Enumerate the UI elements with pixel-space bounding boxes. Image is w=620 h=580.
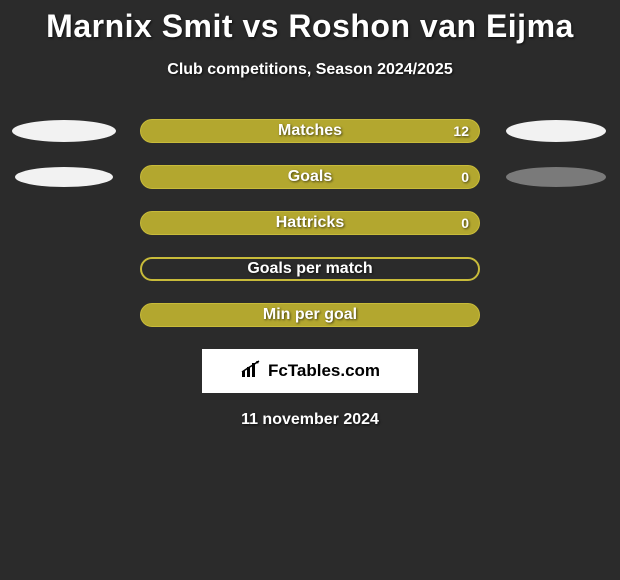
page-title: Marnix Smit vs Roshon van Eijma — [0, 0, 620, 45]
stat-bar: Goals0 — [140, 165, 480, 189]
bar-wrap: Matches12 — [128, 119, 492, 143]
bar-wrap: Goals per match — [128, 257, 492, 281]
stat-row: Hattricks0 — [8, 211, 612, 235]
stat-row: Min per goal — [8, 303, 612, 327]
left-ellipse — [12, 120, 116, 142]
stat-row: Goals per match — [8, 257, 612, 281]
date-line: 11 november 2024 — [0, 411, 620, 429]
stat-bar: Matches12 — [140, 119, 480, 143]
stat-label: Min per goal — [141, 306, 479, 324]
branding-text: FcTables.com — [268, 361, 380, 381]
chart-icon — [240, 359, 262, 384]
bar-wrap: Min per goal — [128, 303, 492, 327]
stat-value: 12 — [453, 123, 469, 139]
stat-bar: Goals per match — [140, 257, 480, 281]
stat-label: Goals — [141, 168, 479, 186]
branding-badge: FcTables.com — [202, 349, 418, 393]
left-ellipse-slot — [8, 167, 120, 187]
stats-area: Matches12Goals0Hattricks0Goals per match… — [0, 119, 620, 327]
stat-row: Matches12 — [8, 119, 612, 143]
stat-row: Goals0 — [8, 165, 612, 189]
stat-label: Hattricks — [141, 214, 479, 232]
stat-value: 0 — [461, 215, 469, 231]
stat-bar: Min per goal — [140, 303, 480, 327]
bar-wrap: Hattricks0 — [128, 211, 492, 235]
stat-bar: Hattricks0 — [140, 211, 480, 235]
subtitle: Club competitions, Season 2024/2025 — [0, 61, 620, 79]
stat-label: Matches — [141, 122, 479, 140]
bar-wrap: Goals0 — [128, 165, 492, 189]
left-ellipse — [15, 167, 113, 187]
right-ellipse-slot — [500, 120, 612, 142]
stat-value: 0 — [461, 169, 469, 185]
right-ellipse — [506, 120, 606, 142]
comparison-infographic: Marnix Smit vs Roshon van Eijma Club com… — [0, 0, 620, 429]
left-ellipse-slot — [8, 120, 120, 142]
right-ellipse — [506, 167, 606, 187]
right-ellipse-slot — [500, 167, 612, 187]
stat-label: Goals per match — [142, 260, 478, 278]
